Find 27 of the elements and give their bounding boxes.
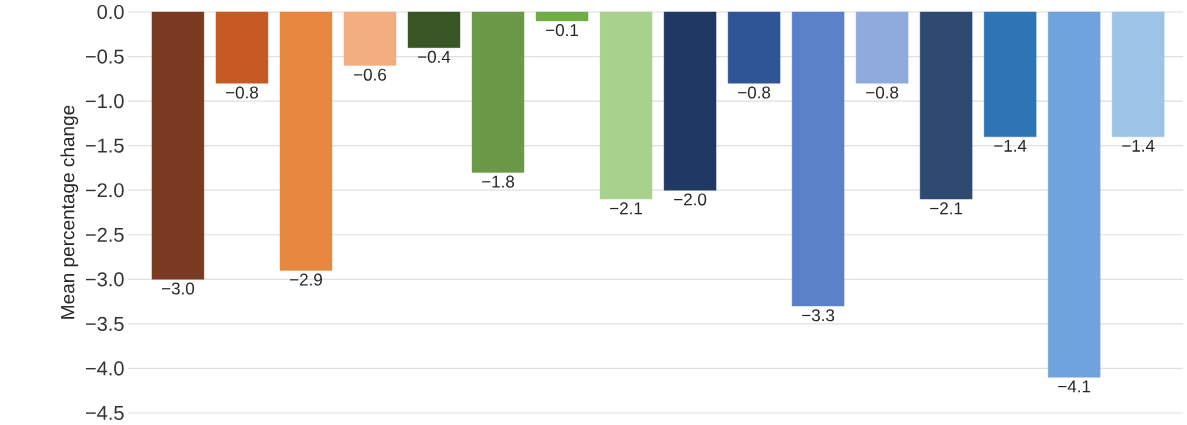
data-label: −1.8 xyxy=(482,175,515,188)
data-label: −4.1 xyxy=(1058,380,1091,393)
y-tick-label: 0.0 xyxy=(97,4,124,20)
data-label: −0.4 xyxy=(418,50,451,63)
data-label: −0.1 xyxy=(546,24,578,37)
y-tick-label: −4.0 xyxy=(85,361,124,376)
y-axis-title: Mean percentage change xyxy=(60,105,79,319)
y-tick-label: −0.5 xyxy=(85,49,124,64)
y-tick-label: −2.5 xyxy=(85,227,124,242)
y-tick-label: −2.0 xyxy=(85,183,124,198)
data-label: −2.1 xyxy=(930,202,963,215)
data-label: −0.8 xyxy=(866,86,899,99)
y-tick-label: −1.0 xyxy=(85,94,124,109)
data-label: −2.9 xyxy=(290,273,322,286)
y-tick-label: −3.5 xyxy=(85,316,124,331)
data-label: −0.8 xyxy=(738,86,771,99)
data-label: −1.4 xyxy=(994,139,1027,152)
data-label: −2.1 xyxy=(610,202,643,215)
y-tick-label: −3.0 xyxy=(85,272,124,287)
data-label: −3.3 xyxy=(802,309,835,322)
data-label: −0.6 xyxy=(354,68,387,81)
data-label: −3.0 xyxy=(162,282,195,295)
y-tick-label: −1.5 xyxy=(85,138,124,153)
y-tick-label: −4.5 xyxy=(85,406,124,420)
data-label: −1.4 xyxy=(1122,139,1155,152)
data-label: −2.0 xyxy=(674,193,707,206)
data-label: −0.8 xyxy=(226,86,259,99)
